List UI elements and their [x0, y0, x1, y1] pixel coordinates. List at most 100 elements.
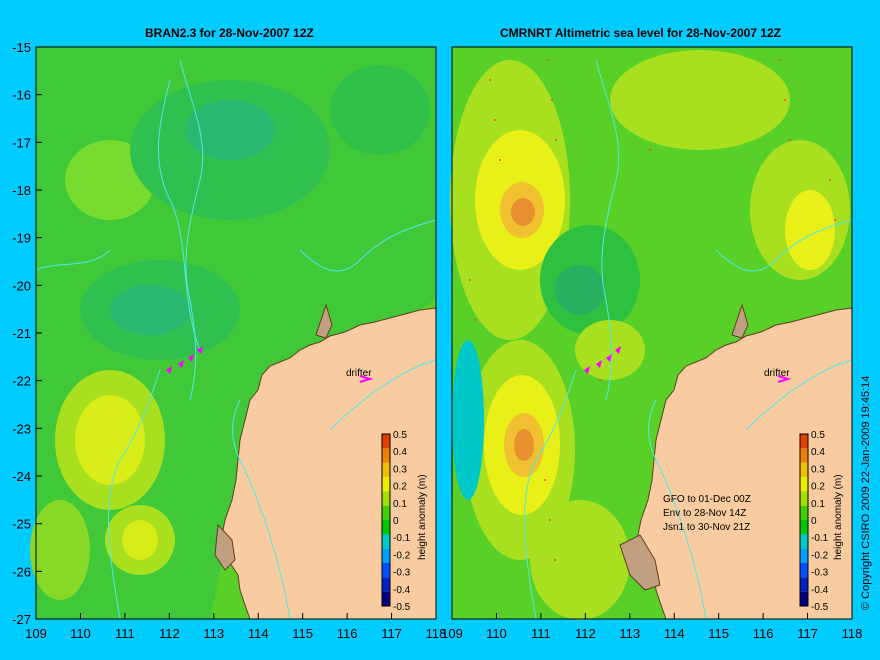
right-drifter-track — [584, 346, 621, 374]
lon-tick-label: 114 — [664, 626, 685, 641]
right-drifter-arrow-icon — [777, 375, 792, 383]
left-drifter-arrow-icon — [359, 375, 374, 383]
lon-tick-label: 115 — [708, 626, 729, 641]
colorbar-tick-label: -0.4 — [811, 585, 829, 596]
colorbar-tick-label: 0.1 — [393, 499, 407, 510]
lon-tick-label: 118 — [842, 626, 863, 641]
colorbar-frame — [799, 433, 809, 607]
right-drifter-label: drifter — [764, 368, 790, 379]
left-panel-title: BRAN2.3 for 28-Nov-2007 12Z — [145, 26, 314, 40]
colorbar-segment — [800, 477, 808, 492]
right-colorbar-label: height anomaly (m) — [833, 474, 844, 560]
colorbar-segment — [382, 505, 390, 520]
colorbar-tick-label: -0.3 — [393, 568, 411, 579]
lat-tick-label: -26 — [12, 564, 31, 579]
info-line-env: Env to 28-Nov 14Z — [663, 508, 746, 519]
colorbar-segment — [800, 534, 808, 549]
colorbar-frame — [381, 433, 391, 607]
colorbar-tick-label: -0.5 — [811, 602, 829, 613]
lat-tick-label: -22 — [12, 374, 31, 389]
lon-tick-label: 118 — [426, 626, 447, 641]
colorbar-tick-label: 0 — [393, 516, 399, 527]
colorbar-segment — [382, 462, 390, 477]
copyright-notice: © Copyright CSIRO 2009 22-Jan-2009 19:45… — [860, 375, 872, 610]
colorbar-segment — [800, 462, 808, 477]
lon-tick-label: 114 — [248, 626, 269, 641]
lat-tick-label: -16 — [12, 88, 31, 103]
lat-tick-label: -24 — [12, 469, 31, 484]
left-lat-axis: -15 -16 -17 -18 -19 -20 -21 -22 -23 -24 -25 -26 -27 — [12, 40, 42, 627]
colorbar-tick-label: 0.5 — [393, 430, 407, 441]
colorbar-segment — [382, 448, 390, 463]
lon-tick-label: 117 — [381, 626, 402, 641]
colorbar-segment — [382, 534, 390, 549]
lon-tick-label: 109 — [25, 626, 47, 641]
colorbar-tick-label: -0.2 — [811, 550, 829, 561]
lon-tick-label: 112 — [575, 626, 596, 641]
colorbar-tick-label: 0 — [811, 516, 817, 527]
lat-tick-label: -17 — [12, 135, 31, 150]
right-panel-title: CMRNRT Altimetric sea level for 28-Nov-2… — [500, 26, 781, 40]
lon-tick-label: 111 — [115, 626, 135, 641]
lon-tick-label: 110 — [486, 626, 507, 641]
colorbar-segment — [800, 591, 808, 606]
colorbar-tick-label: -0.2 — [393, 550, 411, 561]
colorbar-tick-label: 0.2 — [811, 482, 825, 493]
lat-tick-label: -20 — [12, 278, 31, 293]
left-map: drifter — [30, 46, 437, 620]
left-colorbar-label: height anomaly (m) — [417, 474, 428, 560]
lat-tick-label: -25 — [12, 517, 31, 532]
lon-tick-label: 113 — [619, 626, 640, 641]
colorbar-segment — [382, 491, 390, 506]
colorbar-tick-label: -0.1 — [393, 533, 411, 544]
lon-tick-label: 113 — [203, 626, 224, 641]
colorbar-segment — [382, 548, 390, 563]
colorbar-segment — [800, 548, 808, 563]
colorbar-segment — [382, 434, 390, 449]
lon-tick-label: 116 — [753, 626, 774, 641]
lat-tick-label: -15 — [12, 40, 31, 55]
colorbar-segment — [382, 591, 390, 606]
lon-tick-label: 112 — [159, 626, 180, 641]
left-drifter-label: drifter — [346, 368, 372, 379]
colorbar-segment — [800, 577, 808, 592]
colorbar-segment — [800, 563, 808, 578]
right-colorbar: 0.5 0.4 0.3 0.2 0.1 0 -0.1 -0.2 -0.3 -0.4 -0.5 — [799, 430, 829, 613]
lat-tick-label: -27 — [12, 612, 31, 627]
colorbar-tick-label: 0.1 — [811, 499, 825, 510]
satellite-track-dots — [469, 59, 836, 561]
lon-tick-label: 111 — [531, 626, 551, 641]
lon-tick-label: 110 — [70, 626, 91, 641]
left-lon-axis: 109 110 111 112 113 114 115 116 117 118 — [25, 613, 446, 641]
colorbar-tick-label: -0.3 — [811, 568, 829, 579]
colorbar-segment — [800, 434, 808, 449]
colorbar-segment — [800, 491, 808, 506]
colorbar-tick-label: 0.2 — [393, 482, 407, 493]
colorbar-segment — [382, 520, 390, 535]
colorbar-tick-label: 0.3 — [393, 464, 407, 475]
colorbar-tick-label: -0.1 — [811, 533, 829, 544]
lon-tick-label: 109 — [441, 626, 463, 641]
colorbar-tick-label: 0.5 — [811, 430, 825, 441]
colorbar-tick-label: -0.4 — [393, 585, 411, 596]
lat-tick-label: -18 — [12, 183, 31, 198]
colorbar-segment — [800, 448, 808, 463]
colorbar-tick-label: 0.4 — [393, 447, 407, 458]
right-map: drifter GFO to 01-Dec 00Z Env to 28-Nov … — [450, 46, 853, 620]
lat-tick-label: -23 — [12, 421, 31, 436]
left-drifter-track — [166, 346, 203, 374]
right-lon-axis: 109 110 111 112 113 114 115 116 117 118 — [441, 613, 862, 641]
colorbar-segment — [382, 577, 390, 592]
lon-tick-label: 115 — [292, 626, 313, 641]
info-line-gfo: GFO to 01-Dec 00Z — [663, 494, 751, 505]
lat-tick-label: -21 — [12, 326, 31, 341]
lon-tick-label: 116 — [337, 626, 358, 641]
colorbar-tick-label: -0.5 — [393, 602, 411, 613]
colorbar-segment — [382, 563, 390, 578]
colorbar-segment — [800, 520, 808, 535]
left-colorbar: 0.5 0.4 0.3 0.2 0.1 0 -0.1 -0.2 -0.3 -0.4 -0.5 — [381, 430, 411, 613]
colorbar-segment — [800, 505, 808, 520]
colorbar-tick-label: 0.3 — [811, 464, 825, 475]
info-line-jsn1: Jsn1 to 30-Nov 21Z — [663, 522, 750, 533]
